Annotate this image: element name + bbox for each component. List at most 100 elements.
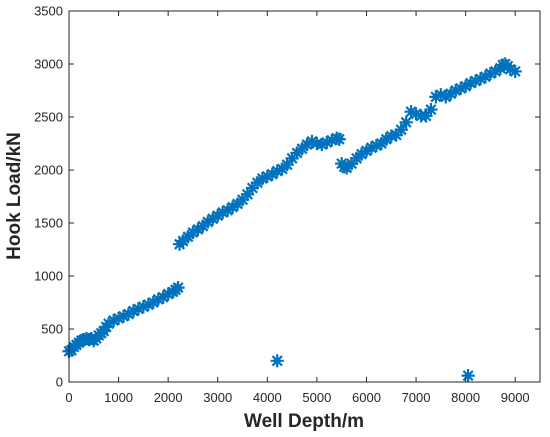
asterisk-marker — [434, 88, 448, 102]
asterisk-marker — [394, 123, 408, 137]
asterisk-marker — [359, 144, 374, 158]
asterisk-marker — [211, 208, 225, 223]
data-point — [206, 212, 220, 226]
asterisk-marker — [449, 83, 463, 98]
x-tick-label: 7000 — [402, 390, 431, 405]
y-tick-label: 3000 — [34, 57, 63, 72]
x-tick-label: 1000 — [104, 390, 133, 405]
asterisk-marker — [255, 171, 269, 186]
asterisk-marker — [201, 215, 215, 229]
data-point — [240, 187, 255, 201]
data-point — [280, 158, 294, 172]
asterisk-marker — [345, 157, 359, 171]
data-point — [354, 147, 369, 161]
asterisk-marker — [186, 225, 200, 240]
data-point — [379, 132, 393, 146]
asterisk-marker — [389, 128, 403, 142]
data-point — [216, 205, 230, 219]
data-point — [156, 290, 170, 304]
data-point — [461, 369, 475, 383]
data-point — [449, 83, 463, 98]
data-point — [332, 132, 346, 146]
x-tick-label: 8000 — [451, 390, 480, 405]
y-tick-label: 0 — [56, 375, 63, 390]
x-tick-label: 6000 — [352, 390, 381, 405]
asterisk-marker — [483, 66, 498, 81]
data-point — [325, 133, 339, 147]
data-point — [345, 157, 359, 171]
data-point — [434, 88, 448, 102]
plot-area — [69, 11, 540, 382]
asterisk-marker — [379, 132, 393, 146]
asterisk-marker — [478, 70, 493, 84]
data-point — [285, 151, 299, 165]
data-point — [364, 141, 379, 155]
data-point — [409, 107, 423, 121]
asterisk-marker — [270, 164, 284, 178]
asterisk-marker — [270, 354, 284, 368]
data-point — [320, 135, 334, 150]
asterisk-marker — [325, 133, 339, 147]
y-tick-label: 2500 — [34, 110, 63, 125]
data-point — [300, 137, 314, 152]
asterisk-marker — [315, 137, 329, 152]
x-tick-label: 2000 — [154, 390, 183, 405]
data-point — [478, 70, 493, 84]
data-point — [226, 200, 240, 214]
data-point — [315, 137, 329, 152]
data-point — [439, 90, 453, 104]
data-point — [136, 300, 150, 314]
asterisk-marker — [300, 137, 314, 152]
x-tick-label: 5000 — [302, 390, 331, 405]
x-tick-label: 3000 — [203, 390, 232, 405]
data-point — [131, 302, 146, 316]
data-point — [121, 307, 136, 321]
asterisk-marker — [265, 167, 279, 181]
asterisk-marker — [285, 151, 299, 165]
asterisk-marker — [459, 79, 473, 93]
data-point — [201, 215, 215, 229]
asterisk-marker — [171, 281, 185, 295]
asterisk-marker — [463, 76, 478, 90]
asterisk-marker — [121, 307, 136, 321]
x-tick-label: 9000 — [501, 390, 530, 405]
asterisk-marker — [111, 311, 126, 325]
asterisk-marker — [424, 102, 438, 117]
asterisk-marker — [503, 62, 517, 76]
x-tick-label: 4000 — [253, 390, 282, 405]
asterisk-marker — [508, 64, 522, 79]
asterisk-marker — [156, 290, 170, 304]
asterisk-marker — [126, 304, 141, 318]
asterisk-marker — [260, 169, 274, 183]
asterisk-marker — [419, 109, 433, 123]
asterisk-marker — [461, 369, 475, 383]
asterisk-marker — [131, 302, 146, 316]
data-point — [260, 169, 274, 183]
asterisk-marker — [226, 200, 240, 214]
y-tick-label: 500 — [41, 322, 63, 337]
asterisk-marker — [409, 107, 423, 121]
asterisk-marker — [102, 317, 116, 331]
data-point — [270, 354, 284, 368]
data-point — [111, 311, 126, 325]
data-point — [141, 298, 155, 312]
asterisk-marker — [216, 205, 230, 219]
asterisk-marker — [454, 81, 468, 95]
y-tick-label: 1000 — [34, 269, 63, 284]
asterisk-marker — [305, 134, 319, 148]
data-point — [459, 79, 473, 93]
data-point — [255, 171, 269, 186]
data-point — [191, 222, 205, 236]
plot-frame — [68, 10, 541, 383]
data-point — [221, 203, 235, 217]
data-point — [102, 317, 116, 331]
asterisk-marker — [354, 147, 369, 161]
data-point — [151, 292, 165, 306]
y-tick-label: 2000 — [34, 163, 63, 178]
x-axis-title: Well Depth/m — [244, 411, 364, 432]
asterisk-marker — [280, 158, 294, 172]
asterisk-marker — [116, 309, 131, 323]
data-point — [235, 193, 250, 207]
data-point — [404, 105, 418, 119]
